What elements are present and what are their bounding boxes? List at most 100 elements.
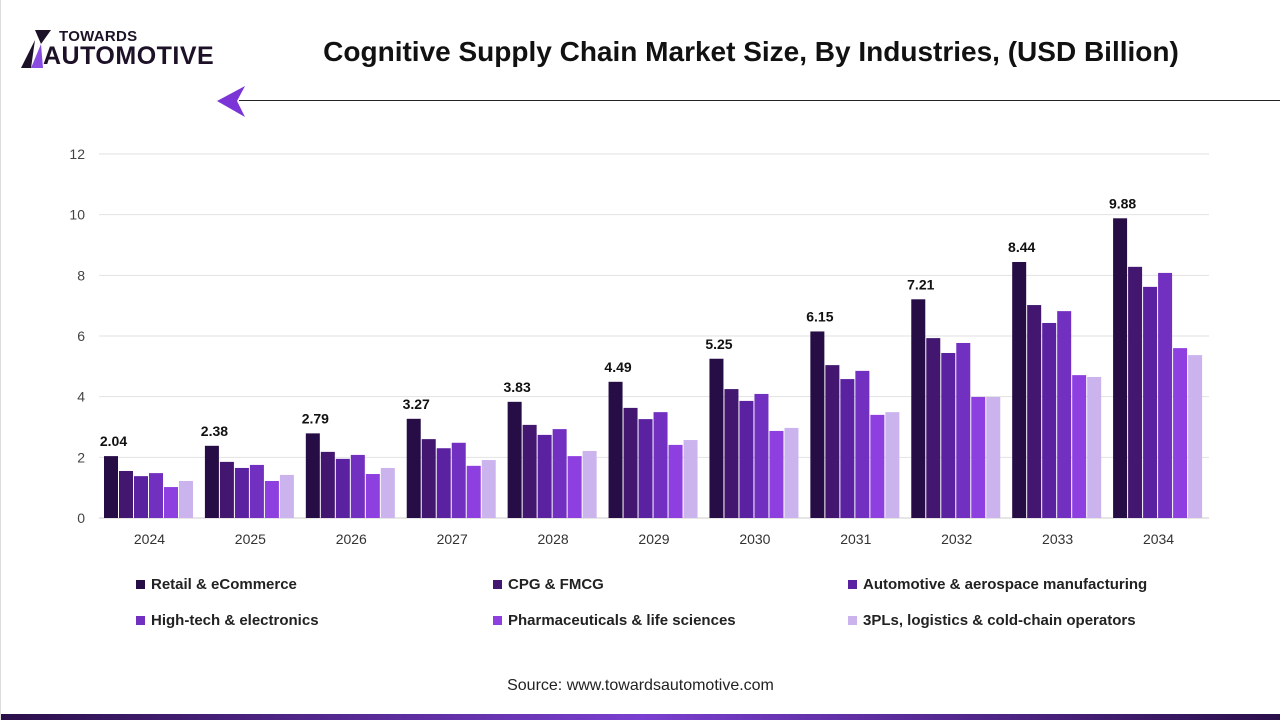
x-tick-label: 2024 [134, 531, 165, 547]
bar-2031-0 [810, 331, 825, 518]
bar-2033-5 [1087, 376, 1102, 518]
bar-2027-3 [451, 442, 466, 518]
data-label: 2.79 [302, 410, 329, 426]
bottom-bar [1, 714, 1280, 720]
y-tick-label: 0 [77, 510, 85, 526]
data-label: 6.15 [806, 308, 833, 324]
bar-2032-4 [971, 396, 986, 518]
legend-swatch [136, 616, 145, 625]
bar-2028-4 [567, 456, 582, 518]
y-tick-label: 6 [77, 328, 85, 344]
bar-2024-0 [104, 456, 118, 518]
legend-swatch [493, 616, 502, 625]
bar-2026-5 [380, 467, 395, 518]
bar-2030-4 [769, 430, 784, 518]
bar-2030-0 [709, 358, 724, 518]
bar-2029-0 [608, 381, 623, 518]
bar-2025-2 [234, 467, 249, 518]
bar-2028-5 [582, 450, 597, 518]
bar-2030-5 [784, 427, 799, 518]
bar-2027-1 [421, 439, 436, 518]
legend-swatch [493, 580, 502, 589]
bar-2028-2 [537, 434, 552, 518]
bar-2029-5 [683, 440, 698, 518]
bar-2025-3 [249, 464, 264, 518]
logo-mark-icon [21, 30, 51, 68]
bar-2034-5 [1188, 355, 1203, 518]
y-tick-label: 8 [77, 267, 85, 283]
bar-2025-5 [279, 474, 294, 518]
bar-2024-4 [164, 487, 178, 518]
bar-2030-2 [739, 400, 754, 518]
bar-2024-1 [119, 470, 133, 518]
bar-2025-0 [204, 445, 219, 518]
bar-2032-2 [941, 352, 956, 518]
data-label: 2.38 [201, 423, 228, 439]
bar-2033-1 [1027, 305, 1042, 518]
bar-2028-3 [552, 429, 567, 518]
bar-2027-4 [466, 465, 481, 518]
x-tick-label: 2033 [1042, 531, 1073, 547]
bar-2027-5 [481, 460, 496, 518]
bar-2030-1 [724, 389, 739, 518]
legend-label: Pharmaceuticals & life sciences [508, 612, 736, 629]
legend-swatch [848, 616, 857, 625]
data-label: 3.83 [504, 379, 531, 395]
bar-2026-4 [365, 474, 380, 518]
bar-2034-1 [1128, 266, 1143, 518]
x-tick-label: 2029 [638, 531, 669, 547]
logo-bottom: AUTOMOTIVE [43, 42, 215, 70]
data-label: 5.25 [705, 336, 732, 352]
bar-2024-3 [149, 473, 163, 518]
data-label: 9.88 [1109, 195, 1136, 211]
legend-label: 3PLs, logistics & cold-chain operators [863, 612, 1136, 629]
bar-2026-0 [305, 433, 320, 518]
source-text: Source: www.towardsautomotive.com [507, 677, 774, 694]
bar-2034-3 [1158, 272, 1173, 518]
bar-2028-0 [507, 401, 522, 518]
legend-item: Retail & eCommerce [136, 576, 297, 593]
bar-2034-2 [1143, 286, 1158, 518]
bar-2031-5 [885, 412, 900, 518]
logo-top: TOWARDS [59, 28, 138, 45]
legend-item: Pharmaceuticals & life sciences [493, 612, 736, 629]
legend-label: CPG & FMCG [508, 576, 604, 593]
x-tick-label: 2034 [1143, 531, 1174, 547]
bar-2033-0 [1012, 261, 1027, 518]
bar-2031-2 [840, 379, 855, 518]
y-tick-label: 4 [77, 389, 85, 405]
legend-item: High-tech & electronics [136, 612, 319, 629]
bar-2029-3 [653, 412, 668, 518]
bar-2032-5 [986, 396, 1001, 518]
bar-2024-2 [134, 476, 148, 518]
data-label: 2.04 [100, 433, 127, 449]
y-tick-label: 10 [69, 207, 85, 223]
arrow-icon [217, 86, 245, 117]
chart-title: Cognitive Supply Chain Market Size, By I… [323, 36, 1179, 67]
data-label: 8.44 [1008, 239, 1035, 255]
legend-item: 3PLs, logistics & cold-chain operators [848, 612, 1136, 629]
data-label: 7.21 [907, 276, 934, 292]
bar-2034-4 [1173, 348, 1188, 518]
data-label: 4.49 [604, 359, 631, 375]
y-tick-label: 12 [69, 146, 85, 162]
x-tick-label: 2026 [336, 531, 367, 547]
bar-2034-0 [1113, 218, 1128, 518]
x-tick-label: 2025 [235, 531, 266, 547]
bar-2026-1 [320, 451, 335, 518]
bar-2031-4 [870, 414, 885, 518]
legend-item: Automotive & aerospace manufacturing [848, 576, 1147, 593]
bar-2027-2 [436, 448, 451, 518]
bar-2029-2 [638, 419, 653, 518]
bar-2024-5 [179, 480, 193, 518]
legend-item: CPG & FMCG [493, 576, 604, 593]
bar-2032-0 [911, 299, 926, 518]
bar-2025-4 [264, 480, 279, 518]
bar-2026-2 [335, 458, 350, 518]
bar-chart: 0 2 4 6 8 10 12 2.04 2024 2.38 2025 2.79 2026 3.27 202… [69, 146, 1209, 547]
bar-2033-2 [1042, 322, 1057, 518]
bar-2025-1 [219, 461, 234, 518]
data-label: 3.27 [403, 396, 430, 412]
x-tick-label: 2028 [538, 531, 569, 547]
x-tick-label: 2032 [941, 531, 972, 547]
